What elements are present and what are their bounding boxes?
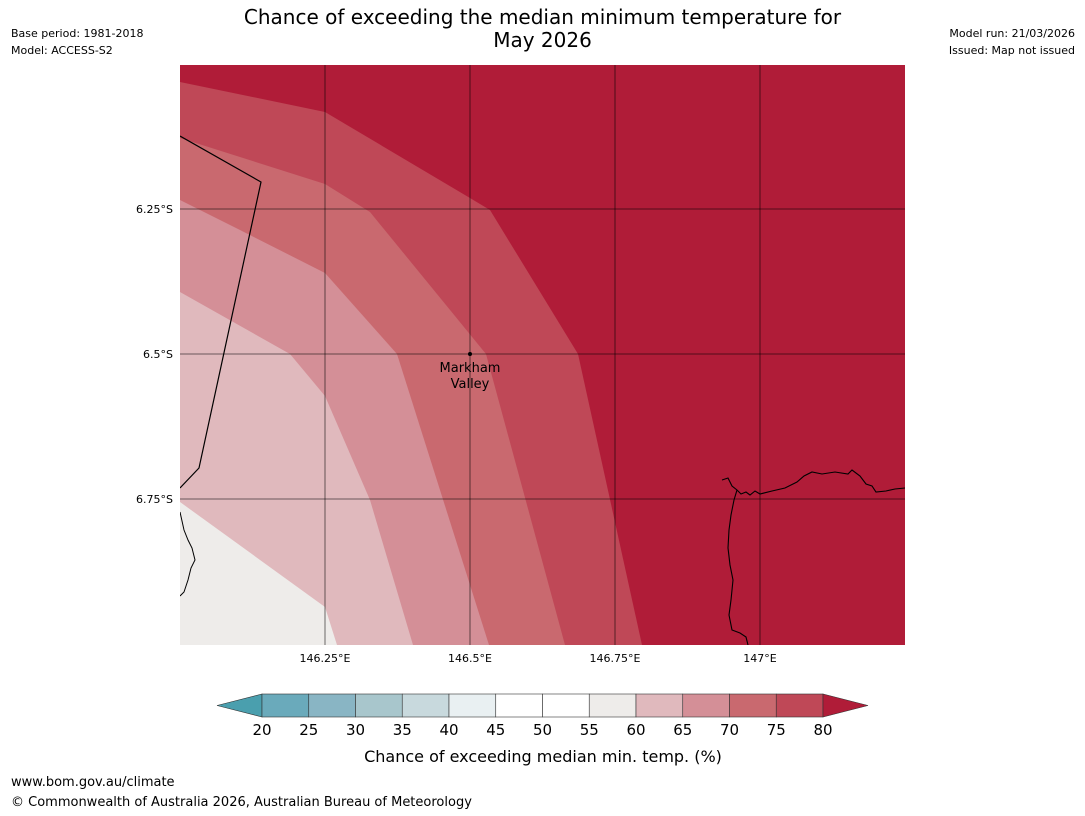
legend-segment xyxy=(355,693,403,718)
lon-label-147: 147°E xyxy=(743,652,776,665)
lat-label-6-25: 6.25°S xyxy=(136,203,173,216)
legend-arrow-low xyxy=(216,693,263,718)
legend-tick-label: 70 xyxy=(720,721,739,739)
place-label-line1: Markham xyxy=(440,361,501,376)
legend-tick-label: 75 xyxy=(767,721,786,739)
coastline-left xyxy=(180,511,196,597)
map-plot-area xyxy=(180,65,905,645)
lon-label-146-5: 146.5°E xyxy=(448,652,492,665)
band-55-60 xyxy=(180,502,337,645)
legend-segment xyxy=(401,693,450,718)
legend-tick-label: 30 xyxy=(346,721,365,739)
legend-segment xyxy=(588,693,637,718)
footer-url: www.bom.gov.au/climate xyxy=(11,775,175,790)
legend-tick-label: 50 xyxy=(533,721,552,739)
legend-tick-label: 55 xyxy=(580,721,599,739)
coastline-huon-gulf xyxy=(721,469,905,496)
lat-label-6-5: 6.5°S xyxy=(143,348,173,361)
legend-segment xyxy=(261,693,310,718)
place-marker xyxy=(468,352,472,356)
metadata-right: Model run: 21/03/2026 Issued: Map not is… xyxy=(949,25,1075,59)
legend-tick-label: 25 xyxy=(299,721,318,739)
legend-segment xyxy=(495,693,543,718)
model-run-text: Model run: 21/03/2026 xyxy=(949,27,1075,40)
legend-segment xyxy=(448,693,497,718)
legend-tick-label: 80 xyxy=(813,721,832,739)
legend-segment xyxy=(775,693,824,718)
lat-label-6-75: 6.75°S xyxy=(136,493,173,506)
place-label-line2: Valley xyxy=(451,377,490,392)
lon-label-146-25: 146.25°E xyxy=(300,652,351,665)
map-title-line1: Chance of exceeding the median minimum t… xyxy=(243,5,842,29)
legend-tick-label: 35 xyxy=(393,721,412,739)
map-title-line2: May 2026 xyxy=(493,28,592,52)
legend-label: Chance of exceeding median min. temp. (%… xyxy=(364,747,722,766)
legend-colorbar xyxy=(216,693,869,718)
gridlines xyxy=(180,65,905,645)
legend-segment xyxy=(542,693,590,718)
legend-tick-label: 60 xyxy=(626,721,645,739)
legend-tick-label: 65 xyxy=(673,721,692,739)
issued-text: Issued: Map not issued xyxy=(948,44,1075,57)
legend-segment xyxy=(729,693,777,718)
legend-tick-label: 40 xyxy=(439,721,458,739)
lon-label-146-75: 146.75°E xyxy=(590,652,641,665)
legend-arrow-high xyxy=(822,693,869,718)
legend-segment xyxy=(308,693,356,718)
map-title: Chance of exceeding the median minimum t… xyxy=(0,6,1085,52)
legend-tick-label: 45 xyxy=(486,721,505,739)
base-period-text: Base period: 1981-2018 xyxy=(11,27,144,40)
model-text: Model: ACCESS-S2 xyxy=(11,44,113,57)
coastline-east xyxy=(727,489,749,645)
legend-tick-label: 20 xyxy=(252,721,271,739)
legend-segment xyxy=(635,693,684,718)
footer-copyright: © Commonwealth of Australia 2026, Austra… xyxy=(11,795,472,810)
legend-segment xyxy=(682,693,730,718)
province-boundary xyxy=(180,135,262,489)
legend-tick-labels: 20 25 30 35 40 45 50 55 60 65 70 75 80 xyxy=(252,721,832,739)
metadata-left: Base period: 1981-2018 Model: ACCESS-S2 xyxy=(11,25,143,59)
